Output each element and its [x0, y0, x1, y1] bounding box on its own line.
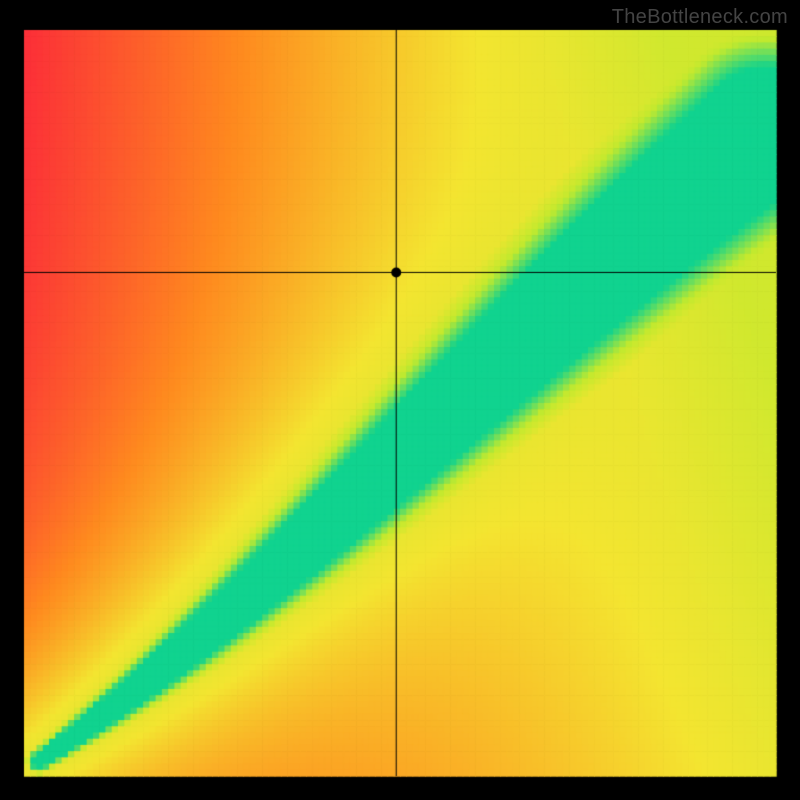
attribution-text: TheBottleneck.com	[612, 6, 788, 29]
bottleneck-heatmap	[0, 0, 800, 800]
